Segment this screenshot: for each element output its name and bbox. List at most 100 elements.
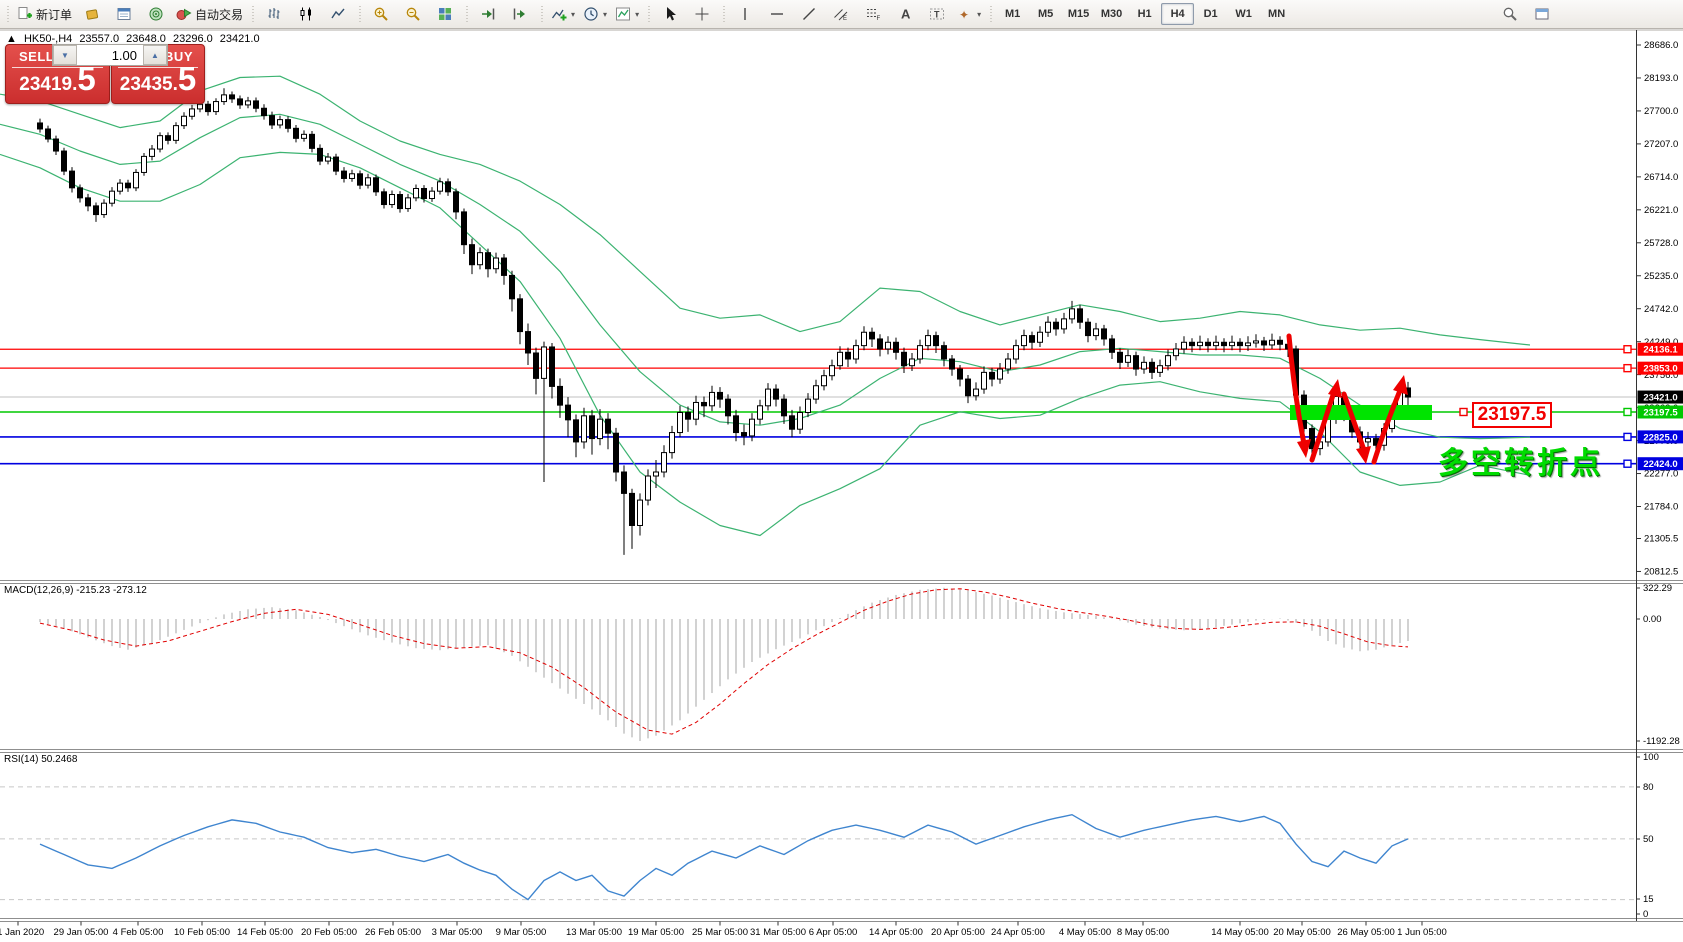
svg-text:19 Mar 05:00: 19 Mar 05:00 [628, 927, 684, 938]
horizontal-line-button[interactable] [761, 1, 793, 27]
svg-text:25 Mar 05:00: 25 Mar 05:00 [692, 927, 748, 938]
svg-text:4 Feb 05:00: 4 Feb 05:00 [113, 927, 164, 938]
symbol-direction-icon: ▲ [6, 33, 17, 45]
buy-price: 23435.5 [119, 60, 197, 97]
price-axis[interactable]: 28686.0 28193.0 27700.0 27207.0 26714.0 26221… [1636, 40, 1678, 578]
svg-text:24 Apr 05:00: 24 Apr 05:00 [991, 927, 1045, 938]
zoom-out-button[interactable] [397, 1, 429, 27]
zoom-in-icon [374, 7, 388, 21]
new-order-icon [18, 7, 32, 19]
arrows-button[interactable]: ✦ ▾ [953, 1, 985, 27]
svg-text:23853.0: 23853.0 [1643, 364, 1677, 375]
timeframe-h1-button[interactable]: H1 [1137, 8, 1152, 20]
turning-point-note[interactable]: 多空转折点 [1438, 447, 1603, 480]
fibonacci-button[interactable]: F [857, 1, 889, 27]
sell-label: SELL [19, 49, 55, 64]
svg-text:29 Jan 05:00: 29 Jan 05:00 [54, 927, 109, 938]
bars-chart-icon [268, 8, 280, 19]
svg-text:24742.0: 24742.0 [1644, 304, 1678, 315]
svg-text:21 Jan 2020: 21 Jan 2020 [0, 927, 44, 938]
svg-text:E: E [843, 16, 847, 22]
line-chart-button[interactable] [322, 1, 354, 27]
svg-text:13 Mar 05:00: 13 Mar 05:00 [566, 927, 622, 938]
svg-text:23421.0: 23421.0 [1643, 393, 1677, 404]
svg-text:14 Apr 05:00: 14 Apr 05:00 [869, 927, 923, 938]
toolbar-separator [356, 4, 364, 24]
timeframe-h4-button[interactable]: H4 [1161, 3, 1195, 25]
periods-button[interactable]: ▾ [579, 1, 611, 27]
svg-text:14 May 05:00: 14 May 05:00 [1211, 927, 1269, 938]
autotrading-button[interactable]: 自动交易 [172, 1, 247, 27]
templates-button[interactable]: ▾ [611, 1, 643, 27]
candles [37, 88, 1411, 555]
chart-shift-button[interactable] [504, 1, 536, 27]
zoom-out-icon [406, 7, 420, 21]
svg-text:✦: ✦ [959, 8, 969, 22]
ohlc-low: 23296.0 [172, 33, 213, 45]
svg-text:1 Jun 05:00: 1 Jun 05:00 [1397, 927, 1447, 938]
bar-chart-button[interactable] [258, 1, 290, 27]
timeframe-mn-button[interactable]: MN [1268, 8, 1286, 20]
time-axis[interactable]: 21 Jan 2020 29 Jan 05:00 4 Feb 05:00 10 Feb… [0, 921, 1447, 939]
volume-increase-button[interactable]: ▲ [143, 45, 167, 65]
indicators-button[interactable]: ▾ [547, 1, 579, 27]
period-clock-icon [584, 7, 598, 21]
rsi-label: RSI(14) 50.2468 [4, 754, 78, 765]
market-watch-button[interactable] [108, 1, 140, 27]
volume-input[interactable] [77, 45, 143, 65]
navigator-button[interactable] [140, 1, 172, 27]
timeframe-m5-button[interactable]: M5 [1037, 8, 1054, 20]
ohlc-open: 23557.0 [79, 33, 120, 45]
annotation-arrows[interactable] [1286, 333, 1408, 465]
auto-scroll-icon [482, 8, 495, 20]
volume-decrease-button[interactable]: ▼ [53, 45, 77, 65]
cursor-button[interactable] [654, 1, 686, 27]
svg-text:20 May 05:00: 20 May 05:00 [1273, 927, 1331, 938]
rsi-line [39, 813, 1409, 901]
search-button[interactable] [1494, 1, 1526, 27]
price-level-callout[interactable]: 23197.5 [1472, 402, 1552, 428]
svg-text:26221.0: 26221.0 [1644, 205, 1678, 216]
fibonacci-icon: F [867, 9, 881, 22]
trendline-button[interactable] [793, 1, 825, 27]
buy-label: BUY [164, 49, 193, 64]
svg-text:100: 100 [1643, 752, 1659, 763]
autotrade-icon [176, 8, 192, 20]
chevron-down-icon: ▾ [977, 9, 982, 19]
timeframe-d1-button[interactable]: D1 [1203, 8, 1218, 20]
new-order-button[interactable]: 新订单 [13, 1, 76, 27]
tile-windows-button[interactable] [429, 1, 461, 27]
window-button[interactable] [1526, 1, 1558, 27]
macd-signal-line [39, 588, 1409, 735]
profiles-button[interactable] [76, 1, 108, 27]
candle-chart-button[interactable] [290, 1, 322, 27]
sell-price: 23419.5 [19, 60, 96, 97]
svg-text:26 May 05:00: 26 May 05:00 [1337, 927, 1395, 938]
chevron-down-icon: ▾ [635, 9, 640, 19]
crosshair-button[interactable] [686, 1, 718, 27]
timeframe-m1-button[interactable]: M1 [1004, 8, 1021, 20]
ohlc-close: 23421.0 [219, 33, 260, 45]
text-label-button[interactable]: T [921, 1, 953, 27]
svg-text:27700.0: 27700.0 [1644, 106, 1678, 117]
timeframe-w1-button[interactable]: W1 [1235, 8, 1252, 20]
chart-shift-icon [513, 8, 526, 20]
svg-text:22277.0: 22277.0 [1644, 469, 1678, 480]
auto-scroll-button[interactable] [472, 1, 504, 27]
text-button[interactable]: A [889, 1, 921, 27]
timeframe-m15-button[interactable]: M15 [1067, 8, 1090, 20]
chevron-down-icon: ▾ [571, 9, 576, 19]
zoom-in-button[interactable] [365, 1, 397, 27]
bollinger-lower [0, 151, 1531, 537]
divider [12, 67, 103, 68]
svg-text:26714.0: 26714.0 [1644, 172, 1678, 183]
svg-text:3 Mar 05:00: 3 Mar 05:00 [432, 927, 483, 938]
toolbar-separator [538, 4, 546, 24]
vertical-line-button[interactable] [729, 1, 761, 27]
candle-chart-icon [300, 7, 312, 21]
ohlc-high: 23648.0 [126, 33, 166, 45]
timeframe-m30-button[interactable]: M30 [1100, 8, 1123, 20]
svg-text:27207.0: 27207.0 [1644, 139, 1678, 150]
channel-button[interactable]: E [825, 1, 857, 27]
